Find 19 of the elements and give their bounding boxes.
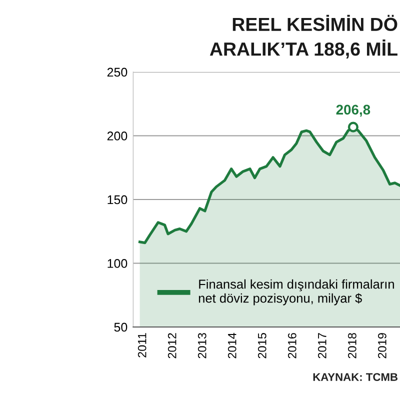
chart-subtitle: ARALIK’TA 188,6 MİL [210,40,398,58]
x-tick-label: 2013 [198,333,206,358]
x-tick-label: 2014 [228,332,236,358]
y-tick-label: 50 [114,322,128,332]
x-tick-label: 2018 [348,333,356,358]
chart-title: REEL KESİMİN DÖ [232,14,398,32]
text: KAYNAK: TCMB [313,373,398,381]
x-tick-label: 2016 [288,333,296,358]
y-tick-label: 200 [107,132,128,140]
x-tick-label: 2017 [318,333,326,358]
x-tick-label: 2012 [168,333,176,358]
x-tick-label: 2015 [258,333,266,358]
x-tick-label: 2019 [378,333,386,358]
annotation: 206,8 [336,104,370,117]
x-tick-label: 2011 [138,333,146,358]
y-tick-label: 150 [108,195,128,204]
y-tick-label: 250 [107,68,128,77]
legend-label: Finansal kesim dışındaki firmaların net döviz pozisyonu, milyar $ [198,279,394,306]
y-tick-label: 100 [108,259,128,268]
